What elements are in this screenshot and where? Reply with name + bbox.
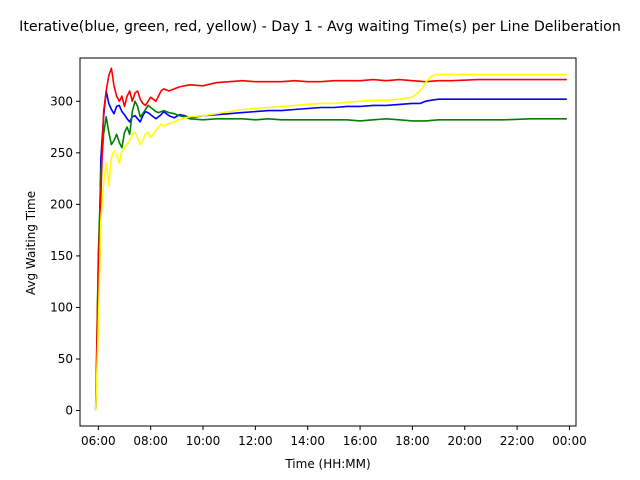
x-axis-label: Time (HH:MM) <box>284 457 370 471</box>
x-tick-label: 16:00 <box>343 434 378 448</box>
series-line-1 <box>94 90 567 411</box>
y-tick-label: 300 <box>50 94 73 108</box>
y-tick-label: 150 <box>50 249 73 263</box>
x-tick-label: 12:00 <box>238 434 273 448</box>
y-tick-label: 50 <box>58 352 73 366</box>
series-layer <box>94 67 567 411</box>
series-line-3 <box>94 67 567 411</box>
plot-frame <box>79 57 577 427</box>
x-tick-label: 20:00 <box>447 434 482 448</box>
x-tick-label: 18:00 <box>395 434 430 448</box>
y-axis-label: Avg Waiting Time <box>24 191 38 295</box>
series-line-4 <box>94 73 567 411</box>
y-tick-label: 100 <box>50 300 73 314</box>
chart-title: Iterative(blue, green, red, yellow) - Da… <box>19 19 621 35</box>
series-line-2 <box>94 100 567 411</box>
x-tick-label: 00:00 <box>552 434 587 448</box>
y-tick-label: 200 <box>50 197 73 211</box>
x-axis: 06:00 08:00 10:00 12:00 14:00 16:00 18:00 20:00… <box>81 426 587 448</box>
y-axis: 0 50 100 150 200 250 300 <box>50 94 80 418</box>
x-tick-label: 06:00 <box>81 434 116 448</box>
x-tick-label: 22:00 <box>500 434 535 448</box>
y-tick-label: 0 <box>65 404 73 418</box>
x-tick-label: 08:00 <box>133 434 168 448</box>
x-tick-label: 14:00 <box>290 434 325 448</box>
plot-area <box>80 58 576 426</box>
y-tick-label: 250 <box>50 146 73 160</box>
x-tick-label: 10:00 <box>186 434 221 448</box>
